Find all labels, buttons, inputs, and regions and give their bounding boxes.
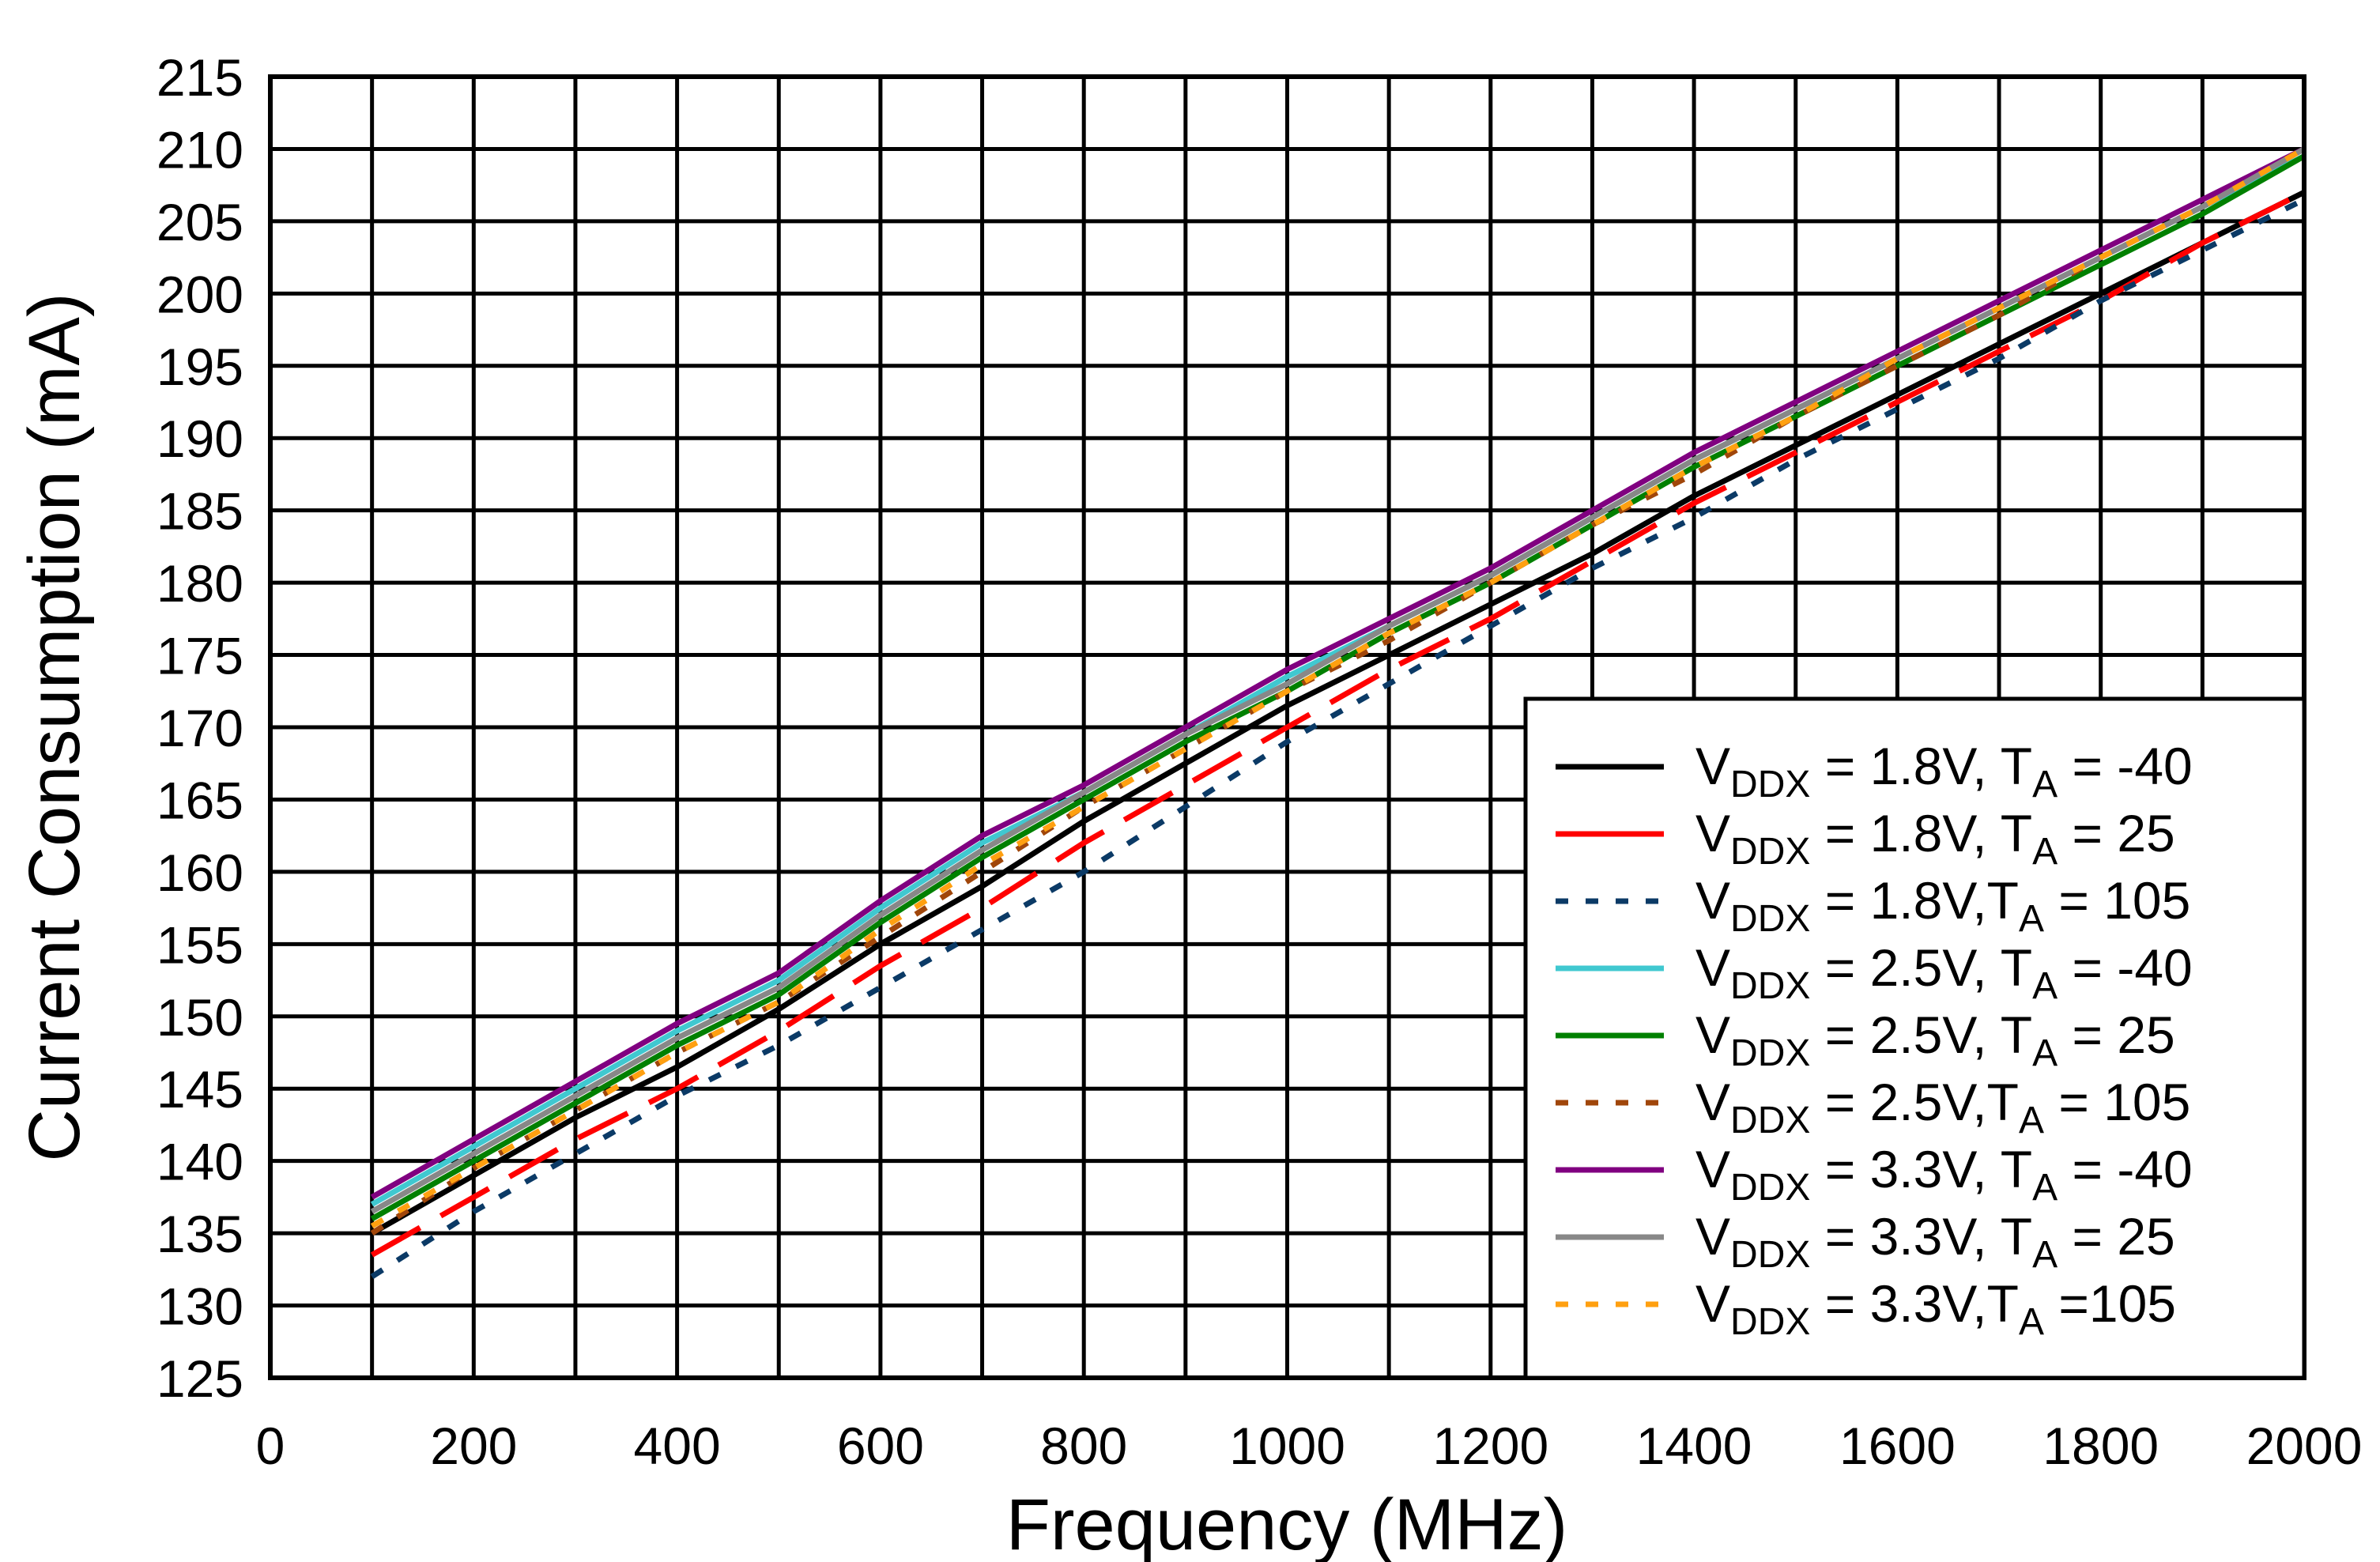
y-axis-title: Current Consumption (mA): [14, 292, 95, 1161]
y-tick-label: 155: [157, 915, 243, 974]
legend-text: = 2.5V,T: [1810, 1073, 2019, 1131]
legend-subscript: DDX: [1730, 1032, 1810, 1074]
legend-text: = 25: [2058, 1207, 2175, 1266]
legend-label-3: VDDX = 2.5V, TA = -40: [1695, 938, 2193, 1007]
x-tick-label: 2000: [2246, 1417, 2363, 1475]
y-tick-label: 145: [157, 1060, 243, 1119]
legend-text: = 3.3V, T: [1810, 1207, 2032, 1266]
legend-text: = -40: [2058, 737, 2193, 795]
y-tick-label: 190: [157, 409, 243, 468]
legend-label-7: VDDX = 3.3V, TA = 25: [1695, 1207, 2175, 1276]
legend-text: V: [1695, 1140, 1730, 1198]
legend-text: = 105: [2044, 1073, 2190, 1131]
legend-text: V: [1695, 1274, 1730, 1333]
y-tick-label: 125: [157, 1349, 243, 1408]
legend-text: = 2.5V, T: [1810, 1005, 2032, 1064]
series-line-8: [370, 146, 2306, 1229]
legend-text: = 1.8V,T: [1810, 871, 2019, 930]
legend-subscript: A: [2032, 965, 2058, 1007]
y-tick-label: 180: [157, 554, 243, 613]
legend-text: = 3.3V, T: [1810, 1140, 2032, 1198]
legend-label-0: VDDX = 1.8V, TA = -40: [1695, 737, 2193, 806]
legend-subscript: A: [2032, 764, 2058, 806]
legend-text: = 3.3V,T: [1810, 1274, 2019, 1333]
x-tick-label: 1200: [1432, 1417, 1548, 1475]
legend-text: V: [1695, 737, 1730, 795]
legend-text: = 1.8V, T: [1810, 804, 2032, 862]
x-tick-label: 200: [430, 1417, 517, 1475]
y-tick-label: 185: [157, 482, 243, 541]
y-tick-label: 130: [157, 1277, 243, 1336]
series-line-1: [370, 190, 2306, 1258]
x-tick-label: 0: [256, 1417, 285, 1475]
legend-text: V: [1695, 1005, 1730, 1064]
x-tick-label: 1800: [2042, 1417, 2159, 1475]
y-tick-label: 160: [157, 843, 243, 902]
legend-subscript: A: [2019, 1100, 2044, 1141]
y-tick-label: 175: [157, 627, 243, 685]
legend-subscript: A: [2032, 1234, 2058, 1276]
legend-text: V: [1695, 938, 1730, 997]
legend-subscript: DDX: [1730, 1167, 1810, 1209]
y-tick-label: 210: [157, 120, 243, 179]
series-line-6: [370, 146, 2306, 1200]
legend-subscript: DDX: [1730, 1301, 1810, 1343]
series-lines: [370, 146, 2306, 1279]
legend-label-2: VDDX = 1.8V,TA = 105: [1695, 871, 2190, 940]
x-tick-label: 1000: [1229, 1417, 1345, 1475]
legend-subscript: A: [2032, 1032, 2058, 1074]
y-tick-labels: 125 130 135 140 145 150 155 160 165 170 175 180 185 1…: [157, 48, 243, 1408]
legend-subscript: A: [2032, 831, 2058, 873]
legend-text: =105: [2044, 1274, 2176, 1333]
y-tick-label: 195: [157, 338, 243, 396]
y-tick-label: 135: [157, 1205, 243, 1263]
legend-text: = 1.8V, T: [1810, 737, 2032, 795]
legend-label-5: VDDX = 2.5V,TA = 105: [1695, 1073, 2190, 1141]
legend-subscript: A: [2019, 898, 2044, 940]
y-tick-label: 165: [157, 771, 243, 829]
legend-text: = 25: [2058, 804, 2175, 862]
legend-text: = -40: [2058, 1140, 2193, 1198]
legend-text: V: [1695, 1073, 1730, 1131]
legend-subscript: DDX: [1730, 898, 1810, 940]
legend-subscript: DDX: [1730, 1100, 1810, 1141]
legend-text: V: [1695, 1207, 1730, 1266]
x-axis-title: Frequency (MHz): [1006, 1485, 1568, 1562]
y-tick-label: 170: [157, 699, 243, 757]
legend-subscript: DDX: [1730, 831, 1810, 873]
legend-text: = -40: [2058, 938, 2193, 997]
legend-text: = 2.5V, T: [1810, 938, 2032, 997]
legend-subscript: DDX: [1730, 1234, 1810, 1276]
series-line-5: [370, 146, 2306, 1236]
legend-subscript: DDX: [1730, 965, 1810, 1007]
series-line-0: [370, 190, 2306, 1236]
y-tick-label: 140: [157, 1133, 243, 1191]
x-tick-label: 600: [837, 1417, 924, 1475]
legend-label-6: VDDX = 3.3V, TA = -40: [1695, 1140, 2193, 1209]
x-tick-label: 800: [1040, 1417, 1127, 1475]
legend-text: V: [1695, 804, 1730, 862]
legend-text: = 105: [2044, 871, 2190, 930]
legend-label-4: VDDX = 2.5V, TA = 25: [1695, 1005, 2175, 1074]
legend-label-8: VDDX = 3.3V,TA =105: [1695, 1274, 2176, 1343]
x-tick-label: 1400: [1636, 1417, 1752, 1475]
y-tick-label: 205: [157, 193, 243, 251]
x-tick-label: 400: [634, 1417, 721, 1475]
legend-subscript: A: [2032, 1167, 2058, 1209]
legend-text: = 25: [2058, 1005, 2175, 1064]
x-tick-label: 1600: [1839, 1417, 1956, 1475]
y-tick-label: 215: [157, 48, 243, 107]
x-tick-labels: 0 200 400 600 800 1000 1200 1400 1600 1800 2000: [256, 1417, 2363, 1475]
series-line-2: [370, 197, 2306, 1279]
y-tick-label: 150: [157, 988, 243, 1047]
legend-text: V: [1695, 871, 1730, 930]
y-tick-label: 200: [157, 265, 243, 323]
legend-label-1: VDDX = 1.8V, TA = 25: [1695, 804, 2175, 873]
legend-subscript: DDX: [1730, 764, 1810, 806]
legend-subscript: A: [2019, 1301, 2044, 1343]
series-line-7: [370, 146, 2306, 1214]
